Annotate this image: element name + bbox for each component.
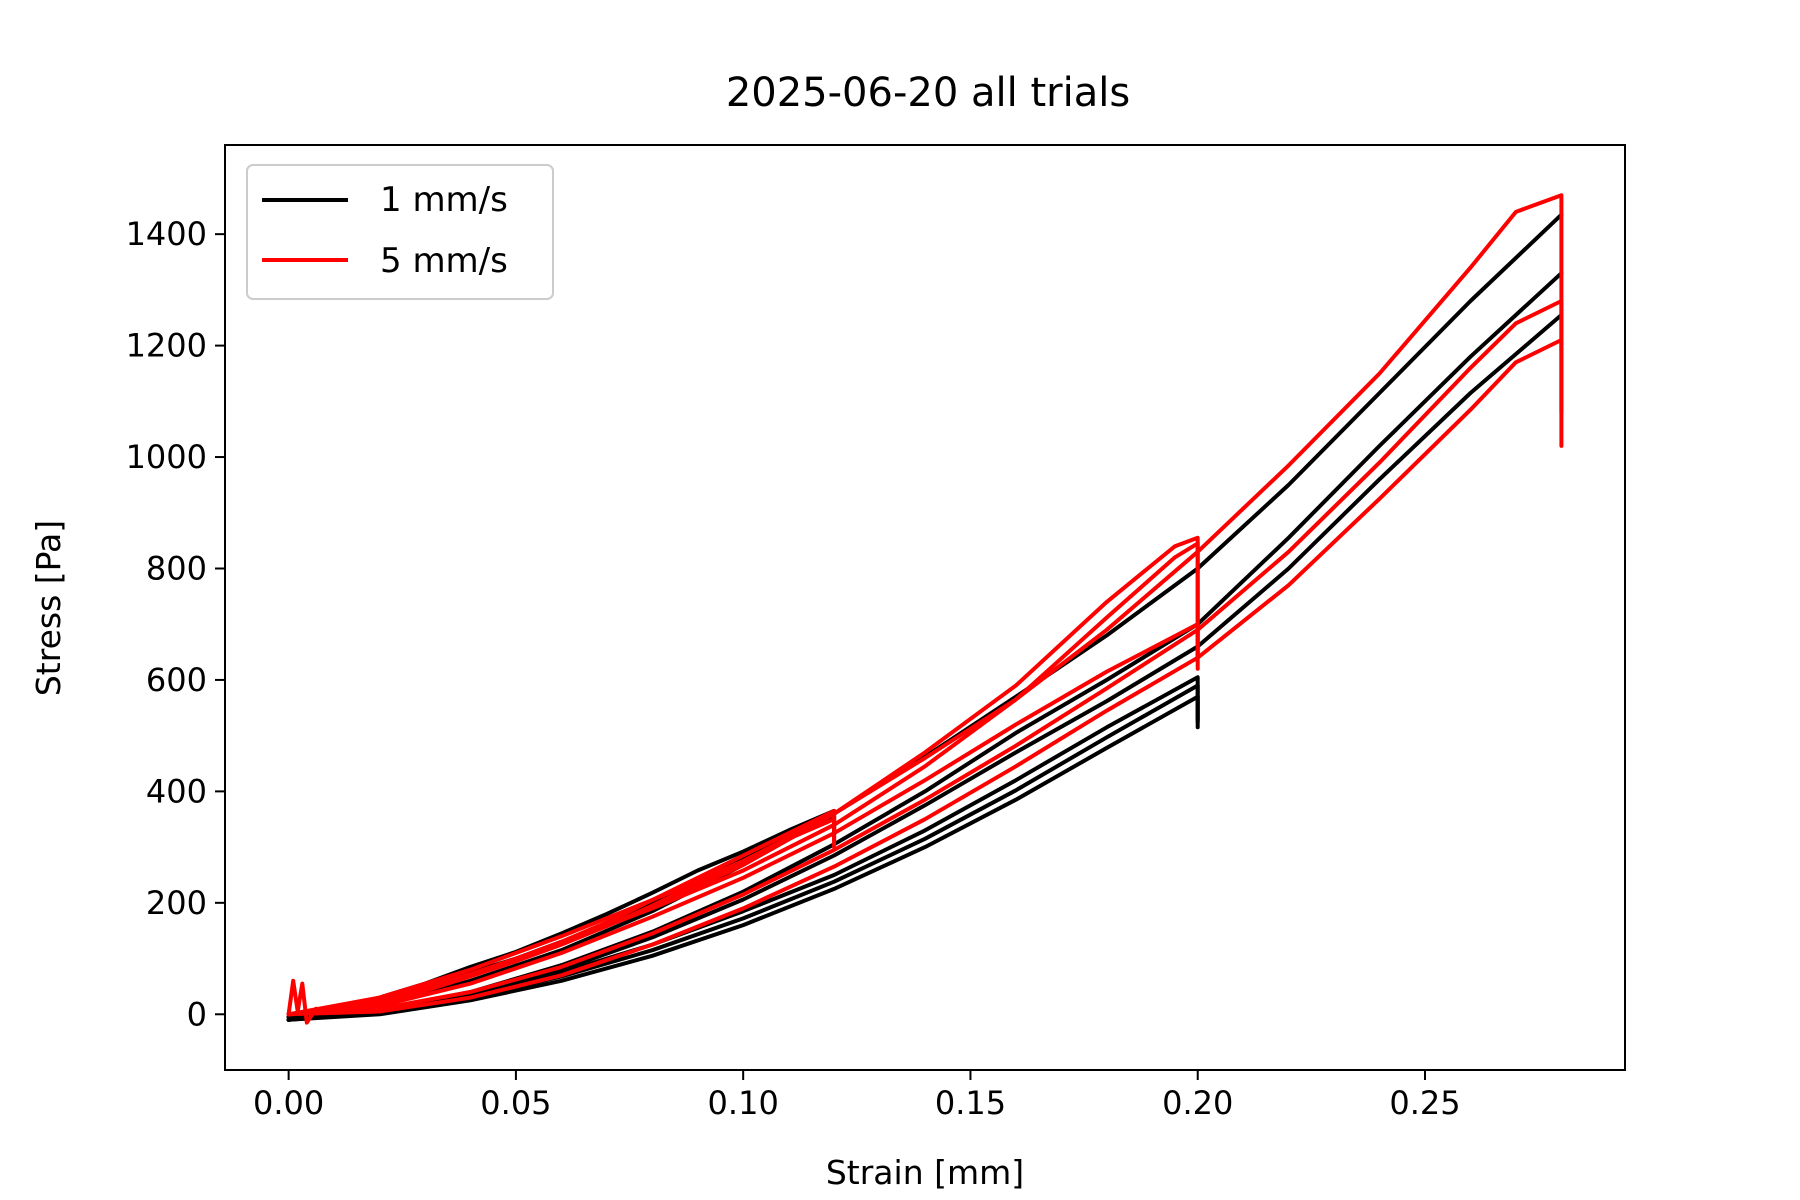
y-tick-label: 200	[146, 884, 207, 922]
series-layer	[286, 193, 1564, 1025]
series-line-5mms-15	[286, 299, 1564, 1017]
y-tick-label: 0	[187, 995, 207, 1033]
series-line-5mms-14	[286, 193, 1564, 1017]
series-line-5mms-16	[286, 338, 1564, 1017]
y-tick-label: 800	[146, 549, 207, 587]
plot-frame	[224, 144, 1626, 1071]
y-tick-label: 1400	[126, 215, 207, 253]
y-axis-title: Stress [Pa]	[29, 520, 68, 696]
series-line-1mms-8	[286, 313, 1564, 1022]
series-line-5mms-13	[286, 622, 1200, 1017]
legend-label-5mm: 5 mm/s	[380, 241, 508, 281]
y-tick-label: 1200	[126, 327, 207, 365]
legend-label-1mm: 1 mm/s	[380, 180, 508, 220]
x-axis-title: Strain [mm]	[826, 1153, 1024, 1192]
x-tick-label: 0.05	[480, 1084, 551, 1122]
x-tick-label: 0.00	[253, 1084, 324, 1122]
x-axis: 0.00 0.05 0.10 0.15 0.20 0.25	[253, 1070, 1461, 1122]
y-tick-label: 600	[146, 661, 207, 699]
x-tick-label: 0.25	[1389, 1084, 1460, 1122]
chart-title: 2025-06-20 all trials	[726, 70, 1130, 116]
x-tick-label: 0.20	[1162, 1084, 1233, 1122]
x-tick-label: 0.10	[708, 1084, 779, 1122]
y-tick-label: 1000	[126, 438, 207, 476]
x-tick-label: 0.15	[935, 1084, 1006, 1122]
legend: 1 mm/s 5 mm/s	[246, 164, 554, 300]
y-tick-label: 400	[146, 772, 207, 810]
y-axis: 0 200 400 600 800 1000 1200 1400	[126, 215, 225, 1033]
series-line-1mms-5	[286, 694, 1200, 1022]
